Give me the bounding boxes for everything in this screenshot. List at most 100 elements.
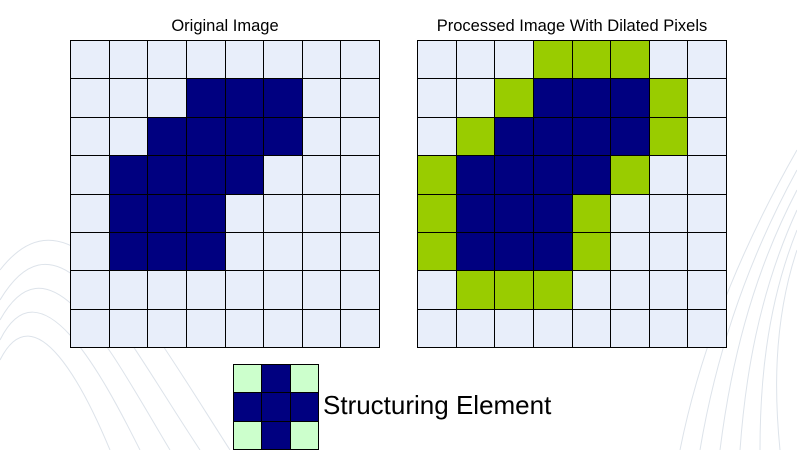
processed-cell-object — [533, 79, 572, 117]
original-cell-object — [264, 117, 302, 156]
original-cell-empty — [264, 271, 302, 309]
processed-cell-object — [533, 117, 572, 156]
original-cell-empty — [341, 232, 379, 271]
processed-cell-object — [456, 156, 495, 194]
original-cell-object — [186, 79, 225, 117]
processed-cell-dilated — [533, 41, 572, 79]
original-cell-empty — [341, 41, 379, 79]
processed-cell-dilated — [495, 79, 533, 117]
original-cell-empty — [71, 194, 109, 232]
original-cell-empty — [341, 117, 379, 156]
processed-cell-empty — [688, 156, 726, 194]
processed-cell-object — [572, 117, 611, 156]
original-cell-object — [186, 156, 225, 194]
processed-cell-empty — [418, 309, 456, 347]
structuring-element-grid — [233, 364, 319, 450]
processed-cell-dilated — [456, 117, 495, 156]
original-cell-object — [148, 232, 186, 271]
original-cell-empty — [302, 79, 341, 117]
original-cell-empty — [225, 309, 264, 347]
processed-cell-empty — [572, 309, 611, 347]
original-cell-empty — [109, 271, 148, 309]
processed-cell-empty — [649, 194, 688, 232]
processed-cell-dilated — [572, 194, 611, 232]
original-cell-empty — [302, 271, 341, 309]
processed-cell-object — [572, 156, 611, 194]
processed-cell-object — [533, 232, 572, 271]
processed-cell-empty — [688, 271, 726, 309]
processed-cell-empty — [418, 117, 456, 156]
original-cell-empty — [302, 309, 341, 347]
processed-cell-empty — [688, 232, 726, 271]
original-cell-object — [186, 194, 225, 232]
original-cell-empty — [225, 41, 264, 79]
original-cell-empty — [71, 117, 109, 156]
processed-cell-dilated — [572, 232, 611, 271]
original-image-title: Original Image — [171, 17, 279, 35]
original-cell-object — [225, 79, 264, 117]
original-cell-empty — [109, 79, 148, 117]
processed-cell-dilated — [418, 232, 456, 271]
processed-cell-empty — [649, 156, 688, 194]
processed-cell-empty — [418, 79, 456, 117]
processed-cell-empty — [688, 309, 726, 347]
processed-cell-empty — [572, 271, 611, 309]
original-cell-object — [109, 194, 148, 232]
original-cell-empty — [341, 194, 379, 232]
original-cell-empty — [341, 271, 379, 309]
original-cell-empty — [264, 232, 302, 271]
original-cell-empty — [186, 271, 225, 309]
processed-cell-empty — [611, 194, 649, 232]
structuring-element-cell-empty — [290, 421, 318, 449]
original-cell-empty — [264, 194, 302, 232]
processed-cell-dilated — [611, 156, 649, 194]
processed-cell-empty — [456, 309, 495, 347]
original-cell-empty — [302, 232, 341, 271]
processed-cell-object — [533, 194, 572, 232]
original-cell-empty — [71, 79, 109, 117]
original-cell-object — [186, 232, 225, 271]
structuring-element-cell-empty — [290, 365, 318, 393]
processed-cell-dilated — [495, 271, 533, 309]
processed-cell-empty — [456, 79, 495, 117]
processed-cell-object — [572, 79, 611, 117]
processed-cell-empty — [649, 41, 688, 79]
processed-cell-dilated — [572, 41, 611, 79]
original-cell-empty — [225, 232, 264, 271]
original-cell-empty — [109, 309, 148, 347]
processed-cell-dilated — [649, 117, 688, 156]
processed-cell-dilated — [418, 194, 456, 232]
original-cell-empty — [186, 309, 225, 347]
processed-cell-dilated — [649, 79, 688, 117]
processed-cell-dilated — [611, 41, 649, 79]
processed-cell-dilated — [418, 156, 456, 194]
processed-cell-empty — [688, 79, 726, 117]
processed-cell-object — [495, 117, 533, 156]
original-image-grid — [70, 40, 380, 348]
original-cell-empty — [148, 41, 186, 79]
original-cell-object — [264, 79, 302, 117]
processed-cell-dilated — [456, 271, 495, 309]
original-cell-empty — [264, 156, 302, 194]
original-cell-object — [148, 194, 186, 232]
original-cell-object — [109, 232, 148, 271]
original-cell-empty — [341, 79, 379, 117]
original-cell-empty — [71, 271, 109, 309]
original-cell-empty — [302, 156, 341, 194]
processed-cell-empty — [649, 309, 688, 347]
structuring-element-cell-empty — [234, 421, 262, 449]
original-cell-empty — [71, 232, 109, 271]
processed-cell-empty — [611, 271, 649, 309]
processed-cell-empty — [533, 309, 572, 347]
processed-cell-object — [456, 232, 495, 271]
original-cell-empty — [225, 194, 264, 232]
processed-cell-empty — [418, 271, 456, 309]
structuring-element-cell-object — [262, 393, 290, 421]
original-cell-empty — [148, 271, 186, 309]
processed-cell-empty — [456, 41, 495, 79]
structuring-element-label: Structuring Element — [323, 390, 552, 420]
structuring-element-cell-object — [262, 365, 290, 393]
original-cell-object — [186, 117, 225, 156]
processed-cell-object — [611, 79, 649, 117]
processed-cell-empty — [688, 194, 726, 232]
